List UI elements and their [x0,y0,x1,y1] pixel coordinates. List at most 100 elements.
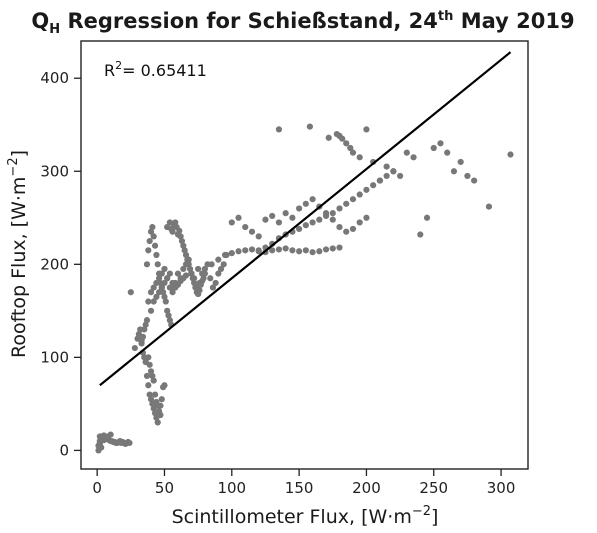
data-point [141,326,148,333]
data-point [150,298,157,305]
data-point [201,265,208,273]
data-point [485,203,493,210]
data-point [296,205,303,212]
data-point [316,248,323,255]
data-point [153,293,160,300]
data-point [507,151,514,158]
data-point [296,248,303,255]
data-point [147,396,155,403]
data-point [149,372,156,380]
data-point [282,210,289,217]
data-point [182,251,190,259]
data-point [180,265,187,273]
data-point [325,134,332,141]
data-point [151,242,159,249]
data-point [336,244,343,251]
data-point [390,168,397,175]
data-point [150,284,157,291]
data-point [403,149,410,156]
data-point [322,212,330,220]
data-point [96,441,103,448]
data-point [153,279,160,287]
data-point [188,270,195,277]
data-point [356,154,363,161]
data-point [200,275,207,282]
data-point [174,270,182,277]
data-point [417,231,424,238]
data-point [178,237,186,245]
data-point [221,251,229,259]
data-point [196,287,203,294]
data-point [309,196,316,203]
data-point [143,261,151,268]
data-point [161,382,168,389]
x-tick-label: 50 [155,479,174,497]
data-point [383,163,390,170]
data-point [215,256,222,263]
data-point [158,284,165,291]
data-point [158,270,165,277]
data-point [169,279,176,287]
data-point [158,396,165,403]
data-point [139,333,147,340]
data-point [209,284,217,291]
data-point [166,270,173,277]
data-point [126,439,133,447]
data-point [282,245,289,252]
data-point [154,402,161,409]
data-point [275,126,283,133]
data-point [215,270,222,277]
data-point [336,205,343,212]
data-point [150,233,157,240]
data-point [166,284,173,291]
data-point [172,219,179,226]
data-point [161,279,168,287]
data-point [376,177,383,184]
data-point [143,317,151,324]
data-point [169,289,176,296]
data-point [161,293,168,300]
data-point [212,279,219,287]
data-point [430,144,437,152]
data-point [162,298,169,305]
data-point [329,245,336,252]
data-point [98,435,105,442]
data-point [207,275,214,282]
y-tick-label: 100 [40,348,69,366]
regression-line [99,51,512,387]
data-point [186,265,194,273]
data-point [154,261,161,268]
data-point [169,228,176,235]
x-tick-label: 150 [285,479,314,497]
data-point [185,261,192,268]
data-point [289,214,296,221]
data-point [235,248,242,255]
x-axis-label: Scintillometer Flux, [W·m−2] [172,504,439,528]
data-point [155,289,163,296]
data-point [217,265,225,273]
data-point [154,419,161,426]
y-tick-label: 0 [59,441,69,459]
y-tick-label: 400 [40,69,69,87]
data-point [275,219,283,226]
data-point [149,223,156,231]
axes-frame [80,40,529,470]
data-point [131,344,138,352]
data-point [370,182,377,189]
data-point [248,228,256,235]
y-tick-label: 300 [40,162,69,180]
data-point [208,261,215,268]
data-point [107,431,114,438]
data-point [248,246,256,253]
data-point [145,298,152,305]
data-point [195,265,202,273]
data-point [450,168,458,175]
data-point [164,307,171,314]
data-point [228,219,235,226]
x-tick-label: 250 [419,479,448,497]
data-point [309,219,316,226]
data-point [383,172,390,180]
data-point [302,247,309,254]
data-point [457,158,464,166]
data-point [182,272,190,279]
